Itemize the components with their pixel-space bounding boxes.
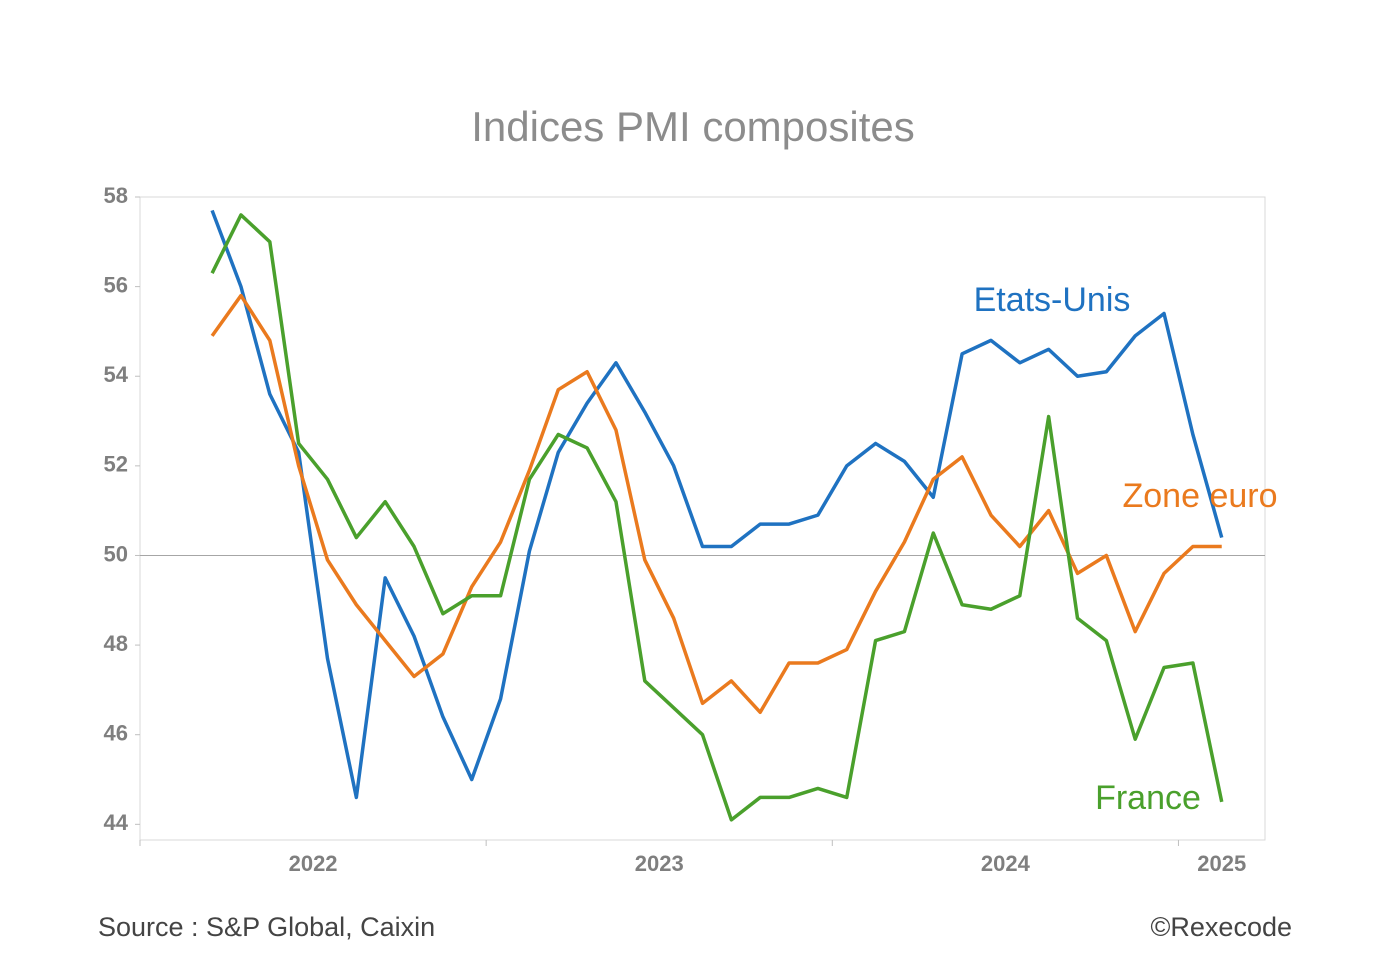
y-tick-label: 50 xyxy=(104,541,128,566)
credit: ©Rexecode xyxy=(1151,912,1292,942)
source: Source : S&P Global, Caixin xyxy=(98,912,435,942)
series-line xyxy=(210,293,1222,715)
y-tick-label: 52 xyxy=(104,452,128,477)
x-tick-label: 2022 xyxy=(289,851,338,876)
series-line xyxy=(210,209,1224,800)
series-line xyxy=(210,213,1224,822)
x-tick-label: 2023 xyxy=(635,851,684,876)
legend-label: France xyxy=(1095,779,1201,817)
legend-label: Zone euro xyxy=(1123,477,1278,515)
plot-frame xyxy=(139,196,1266,841)
y-tick-label: 46 xyxy=(104,721,128,746)
x-tick-label: 2024 xyxy=(981,851,1031,876)
y-tick-label: 58 xyxy=(104,183,128,208)
chart-title: Indices PMI composites xyxy=(471,103,915,150)
x-tick-label: 2025 xyxy=(1197,851,1246,876)
y-tick-label: 56 xyxy=(104,272,128,297)
y-tick-label: 48 xyxy=(104,631,128,656)
y-tick-label: 44 xyxy=(104,810,129,835)
legend-label: Etats-Unis xyxy=(974,281,1131,319)
y-tick-label: 54 xyxy=(104,362,129,387)
